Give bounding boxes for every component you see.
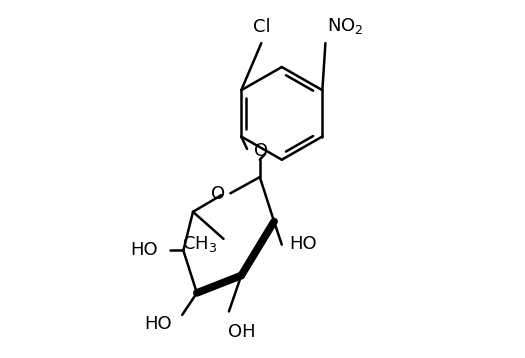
Text: NO$_2$: NO$_2$ — [327, 16, 363, 36]
Text: HO: HO — [289, 235, 317, 253]
Text: O: O — [211, 185, 225, 203]
Text: HO: HO — [144, 315, 172, 333]
Text: HO: HO — [130, 241, 158, 260]
Text: O: O — [254, 142, 268, 160]
Text: Cl: Cl — [253, 18, 270, 36]
Text: OH: OH — [228, 323, 255, 340]
Text: CH$_3$: CH$_3$ — [182, 234, 217, 254]
